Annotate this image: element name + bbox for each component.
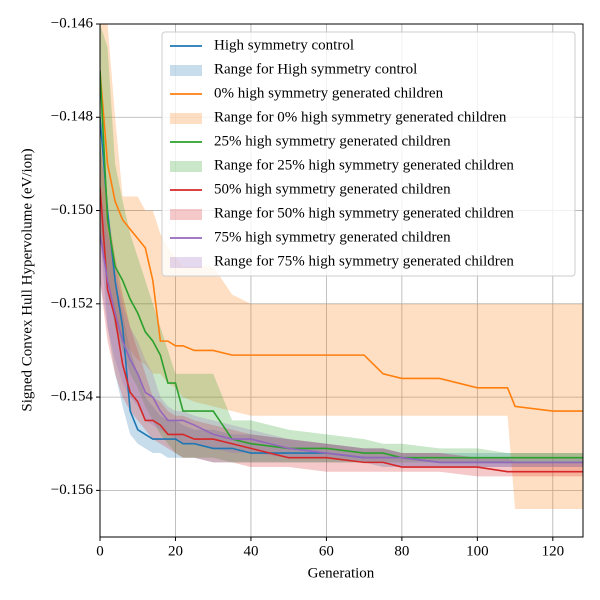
x-tick-label: 40 — [243, 543, 258, 559]
x-tick-label: 60 — [319, 543, 334, 559]
series-line — [100, 187, 583, 473]
x-tick-label: 100 — [466, 543, 489, 559]
legend: High symmetry control Range for High symm… — [161, 31, 576, 277]
x-tick-label: 80 — [394, 543, 409, 559]
legend-label: High symmetry control — [214, 37, 354, 53]
y-tick-label: −0.154 — [51, 389, 94, 405]
y-tick-label: −0.146 — [51, 15, 94, 31]
range-band — [100, 140, 583, 468]
legend-swatch — [170, 65, 202, 76]
y-tick-label: −0.156 — [51, 482, 94, 498]
legend-swatch — [170, 209, 202, 220]
legend-swatch — [170, 257, 202, 268]
x-axis-label: Generation — [308, 565, 375, 581]
legend-label: 50% high symmetry generated children — [214, 181, 451, 197]
legend-label: Range for 75% high symmetry generated ch… — [214, 253, 514, 269]
series-line — [100, 233, 583, 464]
legend-swatch — [170, 113, 202, 124]
plot-area — [100, 24, 583, 510]
y-tick-label: −0.148 — [51, 109, 93, 125]
series-line — [100, 70, 583, 459]
legend-label: 0% high symmetry generated children — [214, 85, 444, 101]
range-band — [100, 24, 583, 510]
ticks: 0 20 40 60 80 100 120 −0.146 −0.148 −0.150 −0.152 −… — [51, 15, 564, 559]
legend-label: Range for 25% high symmetry generated ch… — [214, 157, 514, 173]
x-tick-label: 20 — [168, 543, 183, 559]
legend-label: Range for 50% high symmetry generated ch… — [214, 205, 514, 221]
legend-box — [161, 31, 576, 277]
y-axis-label: Signed Convex Hull Hypervolume (eV/ion) — [19, 148, 35, 411]
legend-swatch — [170, 161, 202, 172]
y-tick-label: −0.150 — [51, 202, 93, 218]
y-tick-label: −0.152 — [51, 295, 93, 311]
axes-frame — [99, 23, 584, 538]
legend-label: Range for High symmetry control — [214, 61, 417, 77]
legend-label: Range for 0% high symmetry generated chi… — [214, 109, 507, 125]
series-line — [100, 70, 583, 412]
legend-label: 75% high symmetry generated children — [214, 229, 451, 245]
legend-label: 25% high symmetry generated children — [214, 133, 451, 149]
x-tick-label: 0 — [96, 543, 104, 559]
x-tick-label: 120 — [542, 543, 565, 559]
